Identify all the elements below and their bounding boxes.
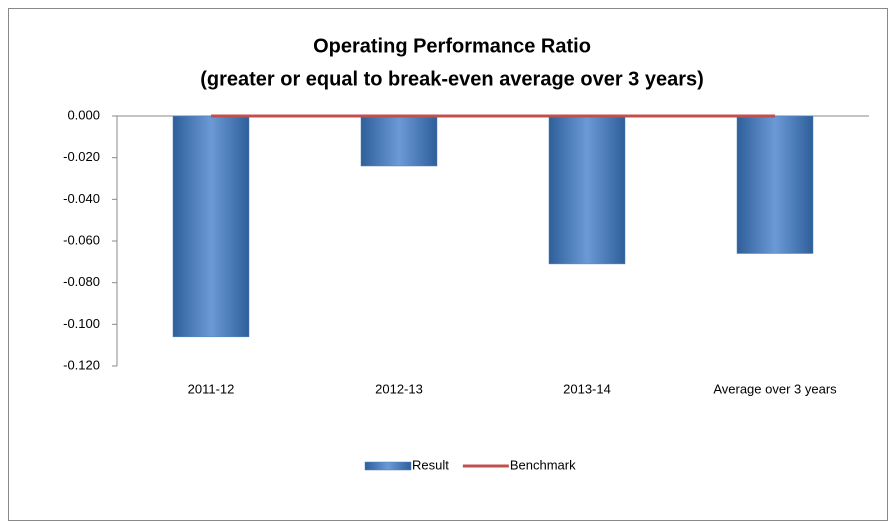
bar bbox=[172, 115, 250, 338]
legend-label: Result bbox=[412, 457, 449, 472]
y-tick-label: -0.020 bbox=[63, 149, 100, 164]
chart-frame bbox=[8, 8, 888, 521]
bar bbox=[548, 115, 626, 265]
chart-subtitle: (greater or equal to break-even average … bbox=[200, 68, 704, 90]
y-tick-label: -0.060 bbox=[63, 232, 100, 247]
legend-swatch bbox=[364, 461, 412, 471]
y-tick-label: -0.100 bbox=[63, 316, 100, 331]
y-tick-label: -0.120 bbox=[63, 357, 100, 372]
y-tick-label: 0.000 bbox=[67, 107, 100, 122]
y-tick-label: -0.080 bbox=[63, 274, 100, 289]
x-tick-label: Average over 3 years bbox=[713, 381, 837, 396]
x-tick-label: 2011-12 bbox=[188, 381, 235, 396]
bar bbox=[360, 115, 438, 167]
x-tick-label: 2012-13 bbox=[375, 381, 423, 396]
bar bbox=[736, 115, 814, 254]
x-tick-label: 2013-14 bbox=[563, 381, 611, 396]
y-tick-label: -0.040 bbox=[63, 191, 100, 206]
chart-title: Operating Performance Ratio bbox=[313, 35, 591, 57]
legend-label: Benchmark bbox=[510, 457, 576, 472]
